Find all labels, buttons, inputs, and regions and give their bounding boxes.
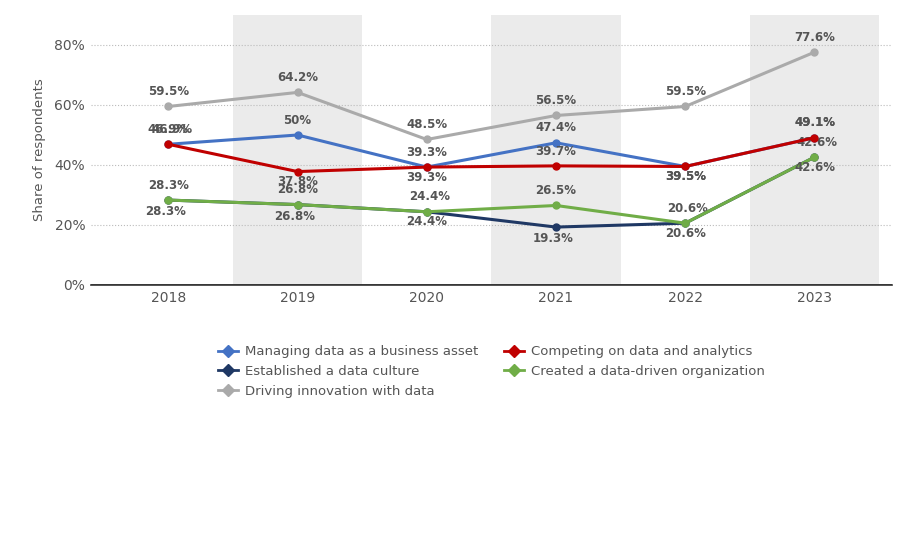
Text: 50%: 50%: [284, 114, 312, 127]
Text: 46.9%: 46.9%: [151, 123, 193, 136]
Text: 49.1%: 49.1%: [794, 117, 835, 130]
Legend: Managing data as a business asset, Established a data culture, Driving innovatio: Managing data as a business asset, Estab…: [213, 340, 770, 403]
Text: 39.5%: 39.5%: [665, 170, 706, 183]
Bar: [233, 15, 362, 285]
Text: 77.6%: 77.6%: [794, 31, 835, 44]
Text: 39.3%: 39.3%: [406, 171, 447, 184]
Text: 42.6%: 42.6%: [794, 161, 835, 174]
Text: 46.9%: 46.9%: [148, 123, 189, 136]
Text: 64.2%: 64.2%: [277, 71, 318, 84]
Text: 37.8%: 37.8%: [278, 175, 318, 188]
Bar: [492, 15, 620, 285]
Text: 49.1%: 49.1%: [794, 117, 835, 130]
Text: 20.6%: 20.6%: [668, 202, 708, 215]
Text: 26.8%: 26.8%: [274, 210, 316, 223]
Text: 26.5%: 26.5%: [535, 184, 577, 197]
Text: 24.4%: 24.4%: [409, 190, 450, 203]
Text: 20.6%: 20.6%: [665, 227, 706, 240]
Text: 39.3%: 39.3%: [406, 146, 447, 159]
Bar: [750, 15, 879, 285]
Text: 28.3%: 28.3%: [148, 179, 189, 192]
Text: 39.5%: 39.5%: [665, 170, 706, 183]
Y-axis label: Share of respondents: Share of respondents: [34, 79, 46, 221]
Text: 42.6%: 42.6%: [796, 136, 838, 149]
Text: 28.3%: 28.3%: [145, 205, 186, 218]
Text: 26.8%: 26.8%: [277, 183, 318, 196]
Text: 39.7%: 39.7%: [535, 145, 577, 158]
Text: 47.4%: 47.4%: [535, 121, 577, 134]
Text: 19.3%: 19.3%: [532, 232, 573, 245]
Text: 24.4%: 24.4%: [406, 216, 447, 228]
Text: 59.5%: 59.5%: [665, 85, 706, 98]
Text: 59.5%: 59.5%: [148, 85, 189, 98]
Text: 56.5%: 56.5%: [535, 94, 577, 107]
Text: 48.5%: 48.5%: [406, 118, 447, 131]
